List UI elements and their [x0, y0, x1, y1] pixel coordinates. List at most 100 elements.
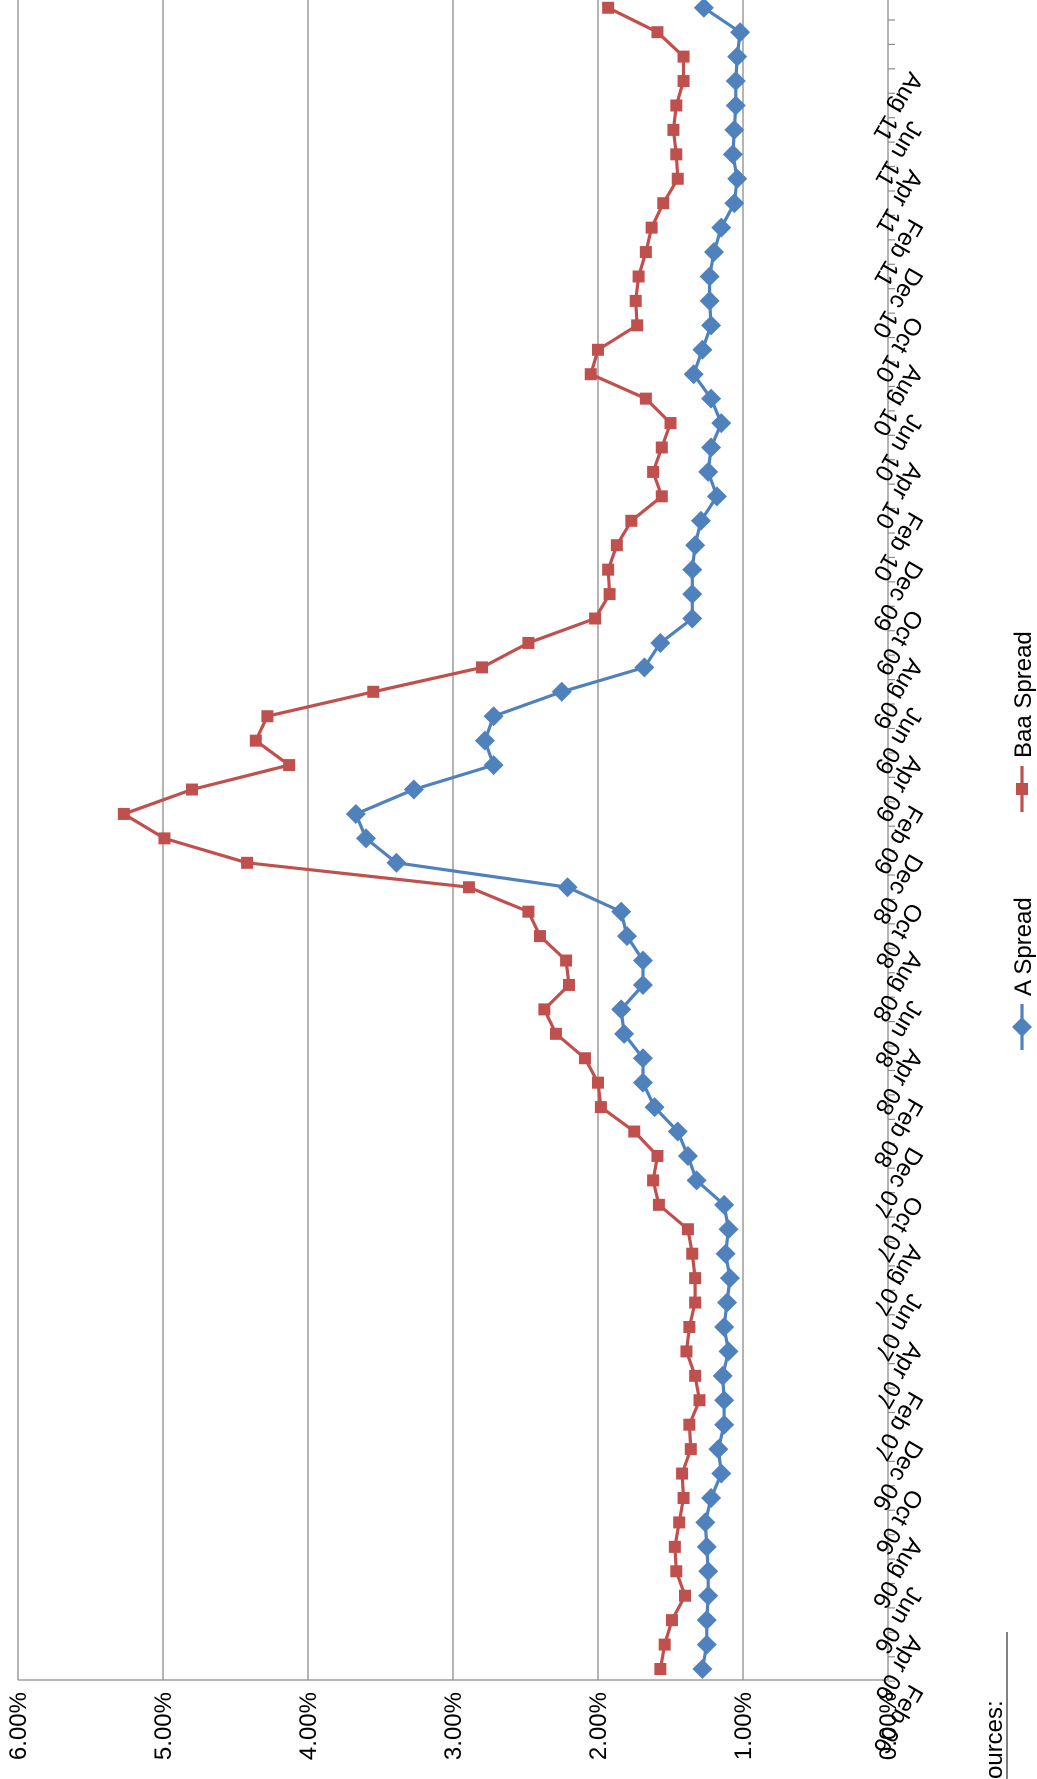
data-point-baa-spread	[241, 856, 254, 869]
data-point-baa-spread	[668, 1540, 681, 1553]
data-point-baa-spread	[629, 294, 642, 307]
data-point-a-spread	[551, 681, 572, 702]
legend-marker	[1016, 783, 1028, 795]
data-point-baa-spread	[679, 1589, 691, 1602]
data-point-baa-spread	[538, 1003, 551, 1016]
data-point-a-spread	[699, 290, 720, 311]
legend: A Spread Baa Spread	[1010, 631, 1037, 1050]
data-point-baa-spread	[158, 832, 171, 845]
data-point-baa-spread	[689, 1272, 702, 1285]
data-point-baa-spread	[602, 563, 615, 576]
data-point-a-spread	[356, 828, 376, 849]
legend-item-a-spread: A Spread	[1010, 897, 1037, 1050]
data-point-a-spread	[718, 1341, 739, 1362]
data-point-a-spread	[696, 1634, 717, 1655]
data-point-baa-spread	[667, 123, 680, 136]
y-tick-label: 0.00%	[875, 1692, 902, 1760]
data-point-a-spread	[701, 1487, 722, 1508]
data-point-baa-spread	[693, 1394, 706, 1407]
data-point-baa-spread	[563, 978, 575, 991]
data-point-baa-spread	[639, 246, 652, 259]
data-point-a-spread	[698, 1561, 719, 1582]
data-point-baa-spread	[610, 539, 623, 552]
data-point-a-spread	[682, 559, 703, 580]
data-point-baa-spread	[645, 221, 658, 234]
data-point-a-spread	[386, 852, 407, 873]
data-point-baa-spread	[651, 1149, 664, 1162]
data-point-a-spread	[692, 1659, 713, 1679]
data-point-a-spread	[724, 119, 745, 140]
data-point-a-spread	[718, 1219, 739, 1240]
data-point-baa-spread	[592, 343, 604, 356]
data-point-a-spread	[701, 437, 722, 458]
data-point-a-spread	[727, 46, 748, 67]
data-point-a-spread	[677, 1145, 698, 1166]
data-point-a-spread	[712, 1365, 733, 1386]
data-point-baa-spread	[680, 1345, 693, 1358]
data-point-baa-spread	[625, 514, 638, 527]
data-point-a-spread	[725, 71, 746, 92]
data-point-baa-spread	[186, 783, 198, 796]
data-point-baa-spread	[665, 1614, 678, 1627]
data-point-a-spread	[557, 877, 578, 898]
data-point-baa-spread	[677, 1491, 690, 1504]
data-point-a-spread	[634, 657, 655, 678]
data-point-baa-spread	[657, 197, 670, 210]
data-point-a-spread	[474, 730, 495, 751]
data-point-baa-spread	[683, 1320, 696, 1333]
data-point-a-spread	[682, 584, 703, 605]
data-point-baa-spread	[589, 612, 602, 625]
data-point-a-spread	[701, 388, 722, 409]
data-point-a-spread	[695, 1512, 716, 1533]
data-point-a-spread	[698, 1585, 719, 1606]
data-point-a-spread	[725, 95, 746, 116]
y-tick-label: 5.00%	[150, 1692, 177, 1760]
data-point-baa-spread	[560, 954, 573, 967]
data-point-baa-spread	[249, 734, 262, 747]
data-point-baa-spread	[628, 1125, 641, 1138]
data-point-a-spread	[714, 1390, 735, 1411]
data-point-baa-spread	[534, 930, 546, 943]
data-point-a-spread	[683, 364, 704, 385]
data-point-a-spread	[719, 1268, 740, 1289]
data-point-a-spread	[617, 926, 637, 947]
data-point-a-spread	[632, 1072, 653, 1093]
data-point-a-spread	[632, 974, 653, 995]
data-point-a-spread	[345, 803, 366, 824]
data-point-baa-spread	[632, 270, 645, 283]
data-point-a-spread	[693, 0, 714, 18]
y-tick-label: 2.00%	[585, 1692, 612, 1760]
y-tick-label: 3.00%	[440, 1692, 467, 1760]
data-point-a-spread	[708, 1439, 729, 1460]
data-point-a-spread	[698, 461, 719, 482]
data-point-a-spread	[686, 1170, 707, 1191]
data-point-a-spread	[632, 1048, 653, 1069]
data-point-a-spread	[685, 535, 706, 556]
data-point-a-spread	[704, 242, 724, 263]
data-point-a-spread	[667, 1121, 688, 1142]
data-point-a-spread	[711, 413, 732, 434]
data-point-baa-spread	[594, 1101, 607, 1114]
data-point-a-spread	[714, 1316, 735, 1337]
data-point-baa-spread	[367, 685, 380, 698]
data-point-baa-spread	[283, 759, 296, 772]
data-point-baa-spread	[677, 75, 690, 88]
y-tick-label: 4.00%	[295, 1692, 322, 1760]
data-point-a-spread	[699, 266, 720, 287]
series-line-a-spread	[354, 6, 742, 1670]
data-point-baa-spread	[549, 1027, 562, 1040]
data-point-a-spread	[696, 1536, 717, 1557]
data-point-a-spread	[682, 608, 703, 629]
data-point-baa-spread	[664, 417, 677, 430]
footnote-text: ources:	[981, 1700, 1008, 1779]
grid-layer	[17, 0, 744, 1680]
data-point-baa-spread	[689, 1296, 702, 1309]
legend-label: Baa Spread	[1010, 631, 1037, 758]
data-point-baa-spread	[522, 905, 535, 918]
data-point-baa-spread	[689, 1369, 702, 1382]
data-point-a-spread	[614, 1023, 635, 1044]
data-point-baa-spread	[686, 1247, 699, 1260]
y-tick-label: 6.00%	[5, 1692, 32, 1760]
